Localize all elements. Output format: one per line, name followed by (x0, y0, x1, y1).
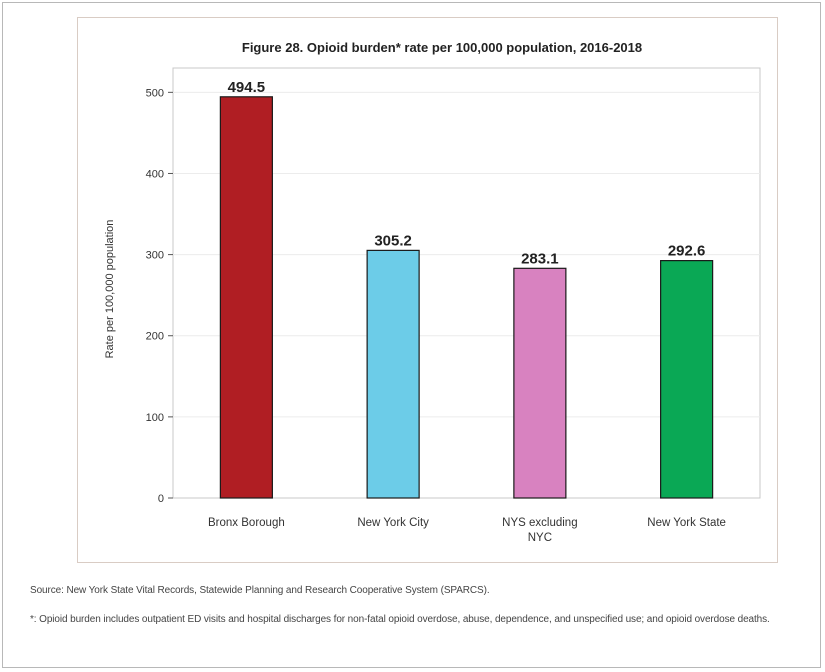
bar (660, 260, 714, 499)
y-tick-label: 100 (146, 412, 164, 424)
footnote: *: Opioid burden includes outpatient ED … (30, 614, 770, 625)
x-axis-labels: Bronx Borough New York City NYS excluding N… (208, 517, 726, 544)
x-tick-label: Bronx Borough (208, 517, 285, 529)
x-tick-label: New York State (647, 517, 726, 529)
bar (513, 267, 567, 499)
bar-value-label: 292.6 (668, 243, 706, 260)
y-tick-label: 0 (158, 493, 164, 505)
plot-area (172, 67, 761, 499)
y-axis-ticks: 0 100 200 300 400 500 (146, 87, 173, 505)
y-tick-label: 500 (146, 87, 164, 99)
bar (219, 96, 273, 499)
chart-container: Figure 28. Opioid burden* rate per 100,0… (77, 17, 778, 563)
x-tick-label: New York City (357, 517, 429, 529)
bar-value-label: 283.1 (521, 250, 559, 267)
source-note: Source: New York State Vital Records, St… (30, 585, 490, 596)
x-tick-label: NYS excluding NYC (502, 517, 577, 544)
bar-value-label: 305.2 (374, 232, 412, 249)
y-tick-label: 200 (146, 331, 164, 343)
chart-title: Figure 28. Opioid burden* rate per 100,0… (242, 40, 642, 55)
y-tick-label: 400 (146, 168, 164, 180)
bar-chart: Figure 28. Opioid burden* rate per 100,0… (104, 40, 761, 544)
y-tick-label: 300 (146, 250, 164, 262)
y-axis-label: Rate per 100,000 population (104, 220, 116, 359)
bars: 494.5 305.2 283.1 292.6 (219, 79, 714, 499)
bar-value-label: 494.5 (228, 79, 266, 96)
bar (366, 249, 420, 499)
